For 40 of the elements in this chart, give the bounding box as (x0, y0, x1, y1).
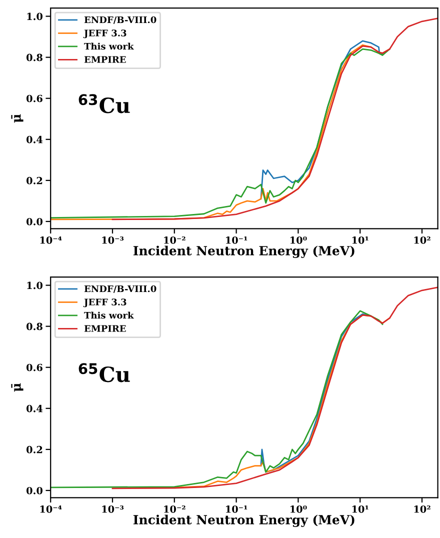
legend-label: ENDF/B-VIII.0 (84, 16, 156, 24)
x-tick-label: 10⁻¹ (226, 236, 248, 244)
x-tick-label: 10⁰ (290, 236, 307, 244)
x-axis-title: Incident Neutron Energy (MeV) (133, 514, 354, 527)
y-tick-label: 0.2 (26, 446, 42, 454)
legend-label: This work (84, 312, 134, 319)
y-tick-label: 0.0 (26, 486, 43, 494)
y-tick-label: 0.4 (26, 404, 43, 412)
y-axis-title: μ̄ (11, 383, 24, 392)
y-tick-label: 0.0 (26, 218, 43, 226)
x-tick-label: 10⁻³ (102, 505, 124, 513)
x-tick-label: 10² (414, 236, 430, 244)
x-tick-label: 10⁻¹ (226, 505, 248, 513)
legend-label: EMPIRE (84, 325, 126, 332)
y-tick-label: 0.2 (26, 176, 42, 184)
x-tick-label: 10⁰ (290, 505, 307, 513)
y-axis-title: μ̄ (11, 114, 24, 123)
y-tick-label: 0.6 (26, 94, 42, 102)
annotation: $^{63}$Cu (78, 94, 130, 114)
y-tick-label: 0.8 (26, 54, 42, 62)
annotation: $^{65}$Cu (78, 363, 130, 382)
x-tick-label: 10¹ (352, 505, 368, 513)
x-axis-title: Incident Neutron Energy (MeV) (133, 246, 354, 258)
legend-label: JEFF 3.3 (83, 298, 126, 308)
x-tick-label: 10⁻⁴ (40, 236, 62, 244)
y-tick-label: 0.4 (26, 136, 43, 144)
x-tick-label: 10² (414, 505, 430, 513)
x-tick-label: 10⁻³ (102, 236, 124, 244)
y-tick-label: 0.8 (26, 322, 42, 330)
y-tick-label: 0.6 (26, 364, 42, 372)
legend-label: JEFF 3.3 (83, 30, 126, 38)
x-tick-label: 10⁻² (164, 236, 186, 244)
y-tick-label: 1.0 (27, 282, 43, 290)
legend-label: EMPIRE (84, 56, 126, 63)
x-tick-label: 10¹ (352, 236, 368, 244)
x-tick-label: 10⁻⁴ (40, 505, 62, 513)
legend-label: ENDF/B-VIII.0 (84, 285, 156, 293)
y-tick-label: 1.0 (27, 12, 43, 20)
legend-label: This work (84, 42, 134, 50)
x-tick-label: 10⁻² (164, 505, 186, 513)
